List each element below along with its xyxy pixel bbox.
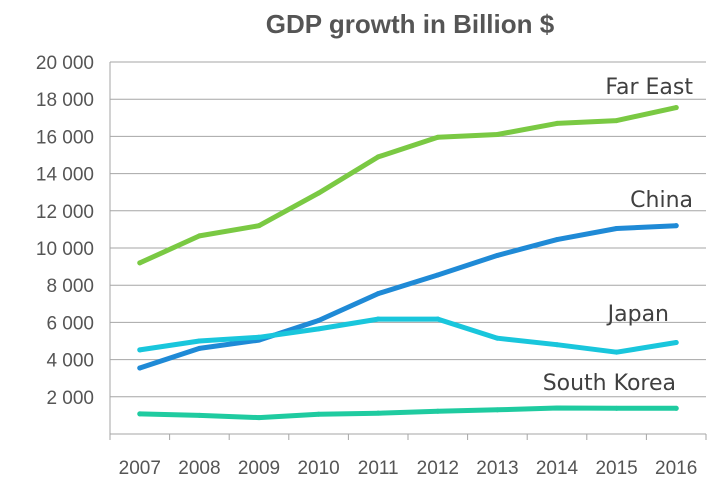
y-tick-label: 16 000 (36, 127, 94, 148)
data-point-china (614, 225, 620, 231)
data-point-china (554, 237, 560, 243)
gridlines (109, 61, 707, 440)
data-point-south-korea (375, 410, 381, 416)
x-tick-label: 2013 (476, 458, 518, 479)
data-point-japan (673, 339, 679, 345)
data-point-china (196, 345, 202, 351)
series-line-far-east (137, 105, 679, 266)
series-line-japan (137, 316, 679, 355)
x-tick-label: 2012 (417, 458, 459, 479)
y-tick-label: 14 000 (36, 165, 94, 186)
data-point-china (137, 365, 143, 371)
series-label-far-east: Far East (605, 75, 693, 100)
data-point-far-east (554, 120, 560, 126)
data-point-far-east (435, 134, 441, 140)
x-tick-label: 2009 (238, 458, 280, 479)
data-point-japan (137, 347, 143, 353)
data-point-china (316, 318, 322, 324)
data-point-far-east (375, 154, 381, 160)
data-point-south-korea (673, 405, 679, 411)
x-tick-label: 2008 (178, 458, 220, 479)
x-tick-label: 2015 (595, 458, 637, 479)
y-tick-label: 2 000 (46, 388, 94, 409)
x-tick-label: 2014 (536, 458, 579, 479)
data-point-japan (435, 316, 441, 322)
data-point-south-korea (614, 405, 620, 411)
y-axis-tick-labels: 20 000 18 000 16 000 14 000 12 000 10 000 8 00… (36, 53, 94, 409)
data-point-japan (554, 342, 560, 348)
x-axis-tick-labels: 2007 2008 2009 2010 2011 2012 2013 2014 2015 2016 (119, 458, 698, 479)
data-point-japan (196, 338, 202, 344)
series-label-japan: Japan (606, 302, 669, 327)
x-tick-label: 2007 (119, 458, 161, 479)
series-label-china: China (630, 188, 693, 213)
data-point-japan (614, 349, 620, 355)
data-point-china (494, 252, 500, 258)
data-point-south-korea (435, 408, 441, 414)
y-tick-label: 6 000 (46, 313, 94, 334)
data-point-south-korea (256, 415, 262, 421)
data-point-china (375, 291, 381, 297)
series-line-south-korea (137, 405, 679, 421)
data-point-south-korea (137, 411, 143, 417)
data-point-china (673, 223, 679, 229)
x-tick-label: 2011 (358, 458, 399, 479)
data-point-far-east (494, 132, 500, 138)
data-point-japan (494, 335, 500, 341)
data-point-south-korea (554, 405, 560, 411)
data-point-japan (256, 334, 262, 340)
data-point-far-east (316, 190, 322, 196)
data-point-japan (316, 326, 322, 332)
y-tick-label: 8 000 (46, 276, 94, 297)
data-point-south-korea (494, 407, 500, 413)
y-tick-label: 12 000 (36, 202, 94, 223)
data-point-south-korea (196, 412, 202, 418)
y-tick-label: 10 000 (36, 239, 94, 260)
data-point-japan (375, 316, 381, 322)
data-point-far-east (196, 233, 202, 239)
data-point-far-east (137, 260, 143, 266)
series-lines (137, 105, 679, 421)
y-tick-label: 4 000 (46, 351, 94, 372)
series-label-south-korea: South Korea (543, 371, 676, 396)
chart-title: GDP growth in Billion $ (266, 9, 555, 39)
data-point-china (435, 272, 441, 278)
data-point-far-east (673, 105, 679, 111)
y-tick-label: 20 000 (36, 53, 94, 74)
data-point-south-korea (316, 411, 322, 417)
y-tick-label: 18 000 (36, 90, 94, 111)
series-line-china (137, 223, 679, 371)
data-point-far-east (614, 118, 620, 124)
series-labels: Far East China Japan South Korea (543, 75, 694, 396)
data-point-far-east (256, 223, 262, 229)
x-tick-label: 2016 (655, 458, 697, 479)
x-tick-label: 2010 (297, 458, 339, 479)
